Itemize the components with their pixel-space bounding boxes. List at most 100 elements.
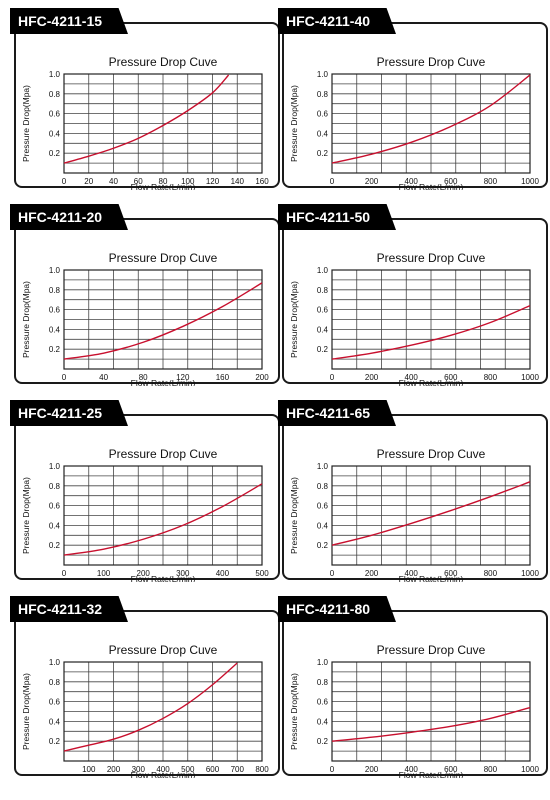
pressure-drop-curve — [331, 481, 531, 546]
x-tick-label: 140 — [231, 177, 245, 186]
x-tick-label: 600 — [444, 373, 458, 382]
x-tick-label: 800 — [484, 177, 498, 186]
y-tick-label: 0.6 — [49, 502, 61, 511]
y-tick-label: 0.8 — [49, 678, 61, 687]
x-axis-label: Flow Rate(L/min) — [131, 770, 196, 778]
x-tick-label: 160 — [255, 177, 269, 186]
chart-frame: Pressure Drop Cuve 0.2 0.4 0.6 0.8 1.0 100 200 3… — [14, 610, 280, 778]
y-tick-label: 0.4 — [317, 521, 329, 530]
y-axis-label: Pressure Drop(Mpa) — [21, 281, 31, 358]
chart-panel: Pressure Drop Cuve 0.2 0.4 0.6 0.8 1.0 100 200 3… — [10, 596, 280, 778]
y-axis-label: Pressure Drop(Mpa) — [289, 477, 299, 554]
y-tick-label: 1.0 — [49, 658, 61, 667]
y-tick-label: 0.4 — [49, 521, 61, 530]
y-tick-label: 0.8 — [317, 678, 329, 687]
x-tick-label: 80 — [139, 373, 148, 382]
x-axis-label: Flow Rate(L/min) — [131, 378, 196, 386]
x-tick-label: 400 — [156, 765, 170, 774]
x-tick-label: 500 — [255, 569, 269, 578]
grid — [63, 73, 263, 174]
y-tick-label: 0.8 — [317, 482, 329, 491]
pressure-drop-curve — [63, 74, 230, 164]
x-tick-label: 1000 — [521, 373, 539, 382]
chart-title: Pressure Drop Cuve — [377, 447, 486, 461]
pressure-drop-curve — [331, 74, 531, 164]
x-tick-label: 20 — [84, 177, 93, 186]
y-tick-label: 0.2 — [49, 149, 61, 158]
x-tick-label: 60 — [134, 177, 143, 186]
chart-panel: Pressure Drop Cuve 0.2 0.4 0.6 0.8 1.0 0 40 80 12… — [10, 204, 280, 386]
chart-frame: Pressure Drop Cuve 0.2 0.4 0.6 0.8 1.0 0 200 400… — [282, 414, 548, 582]
x-tick-label: 200 — [365, 177, 379, 186]
y-tick-label: 0.2 — [317, 149, 329, 158]
plot-border — [331, 661, 531, 762]
y-tick-label: 0.2 — [49, 345, 61, 354]
x-tick-label: 200 — [365, 569, 379, 578]
x-tick-label: 100 — [97, 569, 111, 578]
y-tick-label: 0.6 — [317, 698, 329, 707]
chart-panel: Pressure Drop Cuve 0.2 0.4 0.6 0.8 1.0 0 200 400… — [278, 8, 548, 190]
x-tick-label: 120 — [206, 177, 220, 186]
x-tick-label: 100 — [181, 177, 195, 186]
x-axis-label: Flow Rate(L/min) — [399, 378, 464, 386]
chart-svg: Pressure Drop Cuve 0.2 0.4 0.6 0.8 1.0 0 40 80 12… — [21, 251, 269, 386]
grid — [63, 661, 263, 762]
chart-svg: Pressure Drop Cuve 0.2 0.4 0.6 0.8 1.0 0 100 200… — [21, 447, 269, 582]
model-label: HFC-4211-20 — [10, 204, 128, 230]
y-tick-label: 0.2 — [49, 737, 61, 746]
x-tick-label: 1000 — [521, 765, 539, 774]
chart-svg: Pressure Drop Cuve 0.2 0.4 0.6 0.8 1.0 0 20 40 60… — [21, 55, 269, 190]
x-tick-label: 0 — [62, 373, 67, 382]
y-axis-label: Pressure Drop(Mpa) — [289, 673, 299, 750]
chart-frame: Pressure Drop Cuve 0.2 0.4 0.6 0.8 1.0 0 20 40 60… — [14, 22, 280, 190]
plot-border — [331, 465, 531, 566]
y-tick-label: 0.6 — [49, 110, 61, 119]
x-tick-label: 600 — [444, 765, 458, 774]
chart-frame: Pressure Drop Cuve 0.2 0.4 0.6 0.8 1.0 0 200 400… — [282, 610, 548, 778]
chart-title: Pressure Drop Cuve — [377, 251, 486, 265]
x-tick-label: 0 — [330, 765, 335, 774]
y-tick-label: 1.0 — [317, 462, 329, 471]
pressure-drop-curve — [331, 304, 531, 360]
chart-title: Pressure Drop Cuve — [109, 251, 218, 265]
x-tick-label: 600 — [444, 569, 458, 578]
y-tick-label: 1.0 — [317, 266, 329, 275]
grid — [331, 661, 531, 762]
grid — [63, 465, 263, 566]
x-tick-label: 40 — [99, 373, 108, 382]
x-tick-label: 700 — [231, 765, 245, 774]
y-tick-label: 0.6 — [49, 698, 61, 707]
x-tick-label: 400 — [405, 177, 419, 186]
chart-panel: Pressure Drop Cuve 0.2 0.4 0.6 0.8 1.0 0 200 400… — [278, 400, 548, 582]
pressure-drop-curve — [331, 706, 531, 742]
y-tick-label: 0.8 — [49, 286, 61, 295]
chart-panel: Pressure Drop Cuve 0.2 0.4 0.6 0.8 1.0 0 100 200… — [10, 400, 280, 582]
x-tick-label: 800 — [255, 765, 269, 774]
y-tick-label: 0.4 — [317, 717, 329, 726]
x-tick-label: 800 — [484, 373, 498, 382]
model-label: HFC-4211-65 — [278, 400, 396, 426]
y-axis-label: Pressure Drop(Mpa) — [21, 477, 31, 554]
model-label: HFC-4211-32 — [10, 596, 128, 622]
x-tick-label: 0 — [62, 177, 67, 186]
grid — [331, 465, 531, 566]
y-tick-label: 1.0 — [317, 70, 329, 79]
x-axis-label: Flow Rate(L/min) — [131, 574, 196, 582]
plot-border — [63, 661, 263, 762]
x-tick-label: 400 — [216, 569, 230, 578]
plot-border — [331, 73, 531, 174]
chart-title: Pressure Drop Cuve — [109, 55, 218, 69]
x-tick-label: 600 — [444, 177, 458, 186]
plot-border — [331, 269, 531, 370]
chart-panel: Pressure Drop Cuve 0.2 0.4 0.6 0.8 1.0 0 200 400… — [278, 204, 548, 386]
y-tick-label: 0.2 — [49, 541, 61, 550]
y-tick-label: 1.0 — [317, 658, 329, 667]
model-label: HFC-4211-80 — [278, 596, 396, 622]
grid — [331, 73, 531, 174]
y-tick-label: 0.4 — [49, 717, 61, 726]
pressure-drop-curve — [63, 282, 263, 360]
x-tick-label: 300 — [176, 569, 190, 578]
x-tick-label: 0 — [330, 373, 335, 382]
chart-title: Pressure Drop Cuve — [109, 447, 218, 461]
x-tick-label: 120 — [176, 373, 190, 382]
